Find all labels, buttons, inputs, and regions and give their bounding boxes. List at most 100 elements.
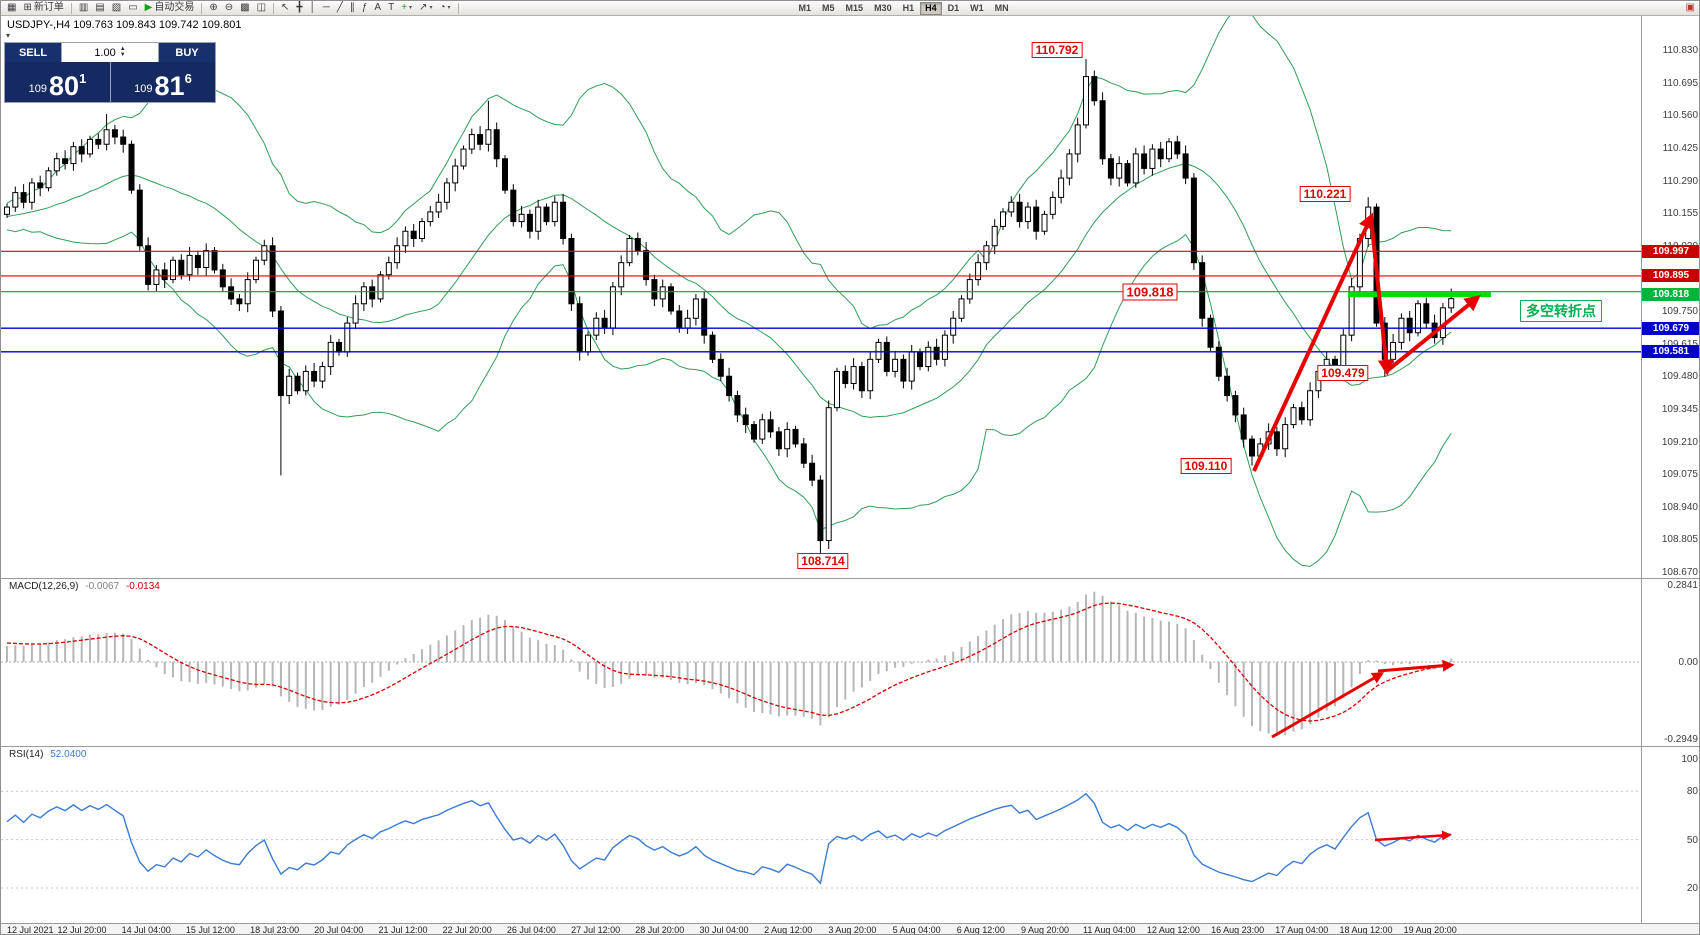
trendline-icon: ╱ — [336, 2, 343, 13]
crosshair-icon[interactable]: ╋ — [293, 2, 305, 15]
symbol-name: USDJPY-,H4 — [7, 19, 71, 31]
volume-stepper-icon[interactable]: ▲ ▼ — [119, 46, 126, 58]
price-axis-separator — [1641, 16, 1642, 923]
zoom-out-icon: ⊖ — [224, 2, 234, 13]
sell-price-pips: 80 — [49, 71, 80, 102]
arrows-icon[interactable]: ↗ ▾ — [416, 2, 435, 15]
time-axis-label: 16 Aug 23:00 — [1211, 925, 1265, 935]
fibonacci-icon[interactable]: ƒ — [359, 2, 371, 15]
new-chart-icon[interactable]: ▦ — [4, 2, 19, 15]
time-axis[interactable]: 12 Jul 2021 12 Jul 20:00 14 Jul 04:00 15 Ju… — [1, 924, 1699, 935]
drawn-annotations[interactable] — [1252, 212, 1491, 842]
zoom-in-icon[interactable]: ⊕ — [206, 2, 220, 15]
timeframe-m1[interactable]: M1 — [798, 3, 812, 13]
main-toolbar: ▦ ⊞ 新订单 ▥ ▤ ▧ ▭ ▶ 自动交易 ⊕ ⊖ ▩ ◫ ↖ ╋ │ ─ ╱ ∥ ƒ A T + ▾ ↗ ▾ ◔ ▾ M1 M5 M15… — [1, 1, 1699, 16]
timeframe-m15[interactable]: M15 — [845, 3, 864, 13]
navigator-icon: ▧ — [111, 2, 122, 13]
price-annotation[interactable]: 108.714 — [797, 553, 849, 569]
zoom-out-icon[interactable]: ⊖ — [222, 2, 236, 15]
time-axis-label: 2 Aug 12:00 — [764, 925, 813, 935]
macd-indicator-label: MACD(12,26,9) -0.0067 -0.0134 — [9, 581, 160, 592]
timeframe-m30[interactable]: M30 — [874, 3, 892, 13]
vertical-line-icon[interactable]: │ — [306, 2, 318, 15]
price-annotation[interactable]: 109.479 — [1317, 365, 1369, 381]
trend-arrow — [1377, 659, 1455, 673]
sell-button[interactable]: SELL — [5, 43, 61, 62]
time-axis-separator — [1, 923, 1699, 924]
price-annotation[interactable]: 109.110 — [1180, 458, 1232, 474]
tile-windows-icon[interactable]: ▩ — [237, 2, 252, 15]
time-axis-label: 26 Jul 04:00 — [506, 925, 556, 935]
macd-name: MACD(12,26,9) — [9, 581, 79, 592]
price-annotation[interactable]: 110.221 — [1299, 186, 1351, 202]
buy-price-pips: 81 — [154, 71, 185, 102]
cascade-windows-icon: ◫ — [256, 2, 267, 13]
text-icon[interactable]: A — [371, 2, 384, 15]
cycles-icon[interactable]: ◔ ▾ — [436, 2, 453, 15]
shapes-icon: + — [401, 2, 408, 13]
rsi-panel-separator[interactable] — [1, 746, 1699, 747]
timeframe-mn[interactable]: MN — [994, 3, 1009, 13]
dropdown-caret-icon: ▾ — [447, 5, 451, 11]
timeframe-h4[interactable]: H4 — [920, 1, 942, 15]
toolbar-separator — [457, 2, 459, 14]
buy-price-figure: 109 — [134, 83, 153, 95]
cycles-icon: ◔ — [439, 2, 446, 13]
tile-windows-icon: ▩ — [240, 2, 250, 13]
rsi-value: 52.0400 — [50, 749, 87, 760]
macd-plot — [6, 591, 1453, 736]
label-icon[interactable]: T — [385, 2, 397, 15]
autotrading-button[interactable]: ▶ 自动交易 — [142, 2, 198, 15]
volume-input[interactable]: 1.00 ▲ ▼ — [61, 43, 159, 62]
timeframe-h1[interactable]: H1 — [902, 3, 915, 13]
ohlc-values: 109.763 109.843 109.742 109.801 — [73, 19, 242, 31]
dropdown-caret-icon: ▾ — [429, 5, 433, 11]
cursor-icon: ↖ — [281, 2, 290, 13]
price-annotation[interactable]: 110.792 — [1031, 42, 1083, 58]
arrows-icon: ↗ — [419, 2, 428, 13]
timeframe-d1[interactable]: D1 — [947, 3, 960, 13]
time-axis-label: 20 Jul 04:00 — [314, 925, 364, 935]
buy-button[interactable]: BUY — [159, 43, 215, 62]
one-click-trading-panel: SELL 1.00 ▲ ▼ BUY 109 80 1 109 81 6 — [4, 42, 216, 103]
dropdown-caret-icon: ▾ — [409, 5, 413, 11]
macd-panel-separator[interactable] — [1, 578, 1699, 579]
time-axis-label: 30 Jul 04:00 — [699, 925, 749, 935]
shapes-icon[interactable]: + ▾ — [398, 2, 415, 15]
autotrading-button-label: 自动交易 — [154, 2, 195, 13]
timeframe-w1[interactable]: W1 — [970, 3, 984, 13]
rsi-indicator-label: RSI(14) 52.0400 — [9, 749, 86, 760]
trend-arrow — [1369, 216, 1394, 376]
sell-price[interactable]: 109 80 1 — [5, 62, 110, 102]
trend-arrow — [1374, 830, 1452, 842]
price-annotation[interactable]: 109.818 — [1122, 283, 1178, 301]
toolbar-corner-icon[interactable]: ▣ — [1685, 2, 1695, 13]
crosshair-icon: ╋ — [296, 2, 303, 13]
market-watch-icon[interactable]: ▥ — [76, 2, 91, 15]
time-axis-label: 6 Aug 12:00 — [956, 925, 1005, 935]
buy-price-point: 6 — [184, 71, 192, 86]
time-axis-label: 28 Jul 20:00 — [635, 925, 685, 935]
horizontal-level-lines[interactable] — [1, 250, 1641, 353]
fibonacci-icon: ƒ — [361, 2, 368, 13]
one-click-collapse-icon[interactable]: ▾ — [6, 31, 11, 40]
note-annotation[interactable]: 多空转折点 — [1520, 300, 1602, 322]
channel-icon[interactable]: ∥ — [347, 2, 358, 15]
time-axis-label: 5 Aug 04:00 — [892, 925, 941, 935]
terminal-icon[interactable]: ▭ — [125, 2, 140, 15]
data-window-icon[interactable]: ▤ — [92, 2, 107, 15]
trendline-icon[interactable]: ╱ — [334, 2, 346, 15]
cursor-icon[interactable]: ↖ — [278, 2, 292, 15]
navigator-icon[interactable]: ▧ — [109, 2, 124, 15]
cascade-windows-icon[interactable]: ◫ — [254, 2, 269, 15]
new-order-button[interactable]: ⊞ 新订单 — [20, 2, 66, 15]
horizontal-line-icon[interactable]: ─ — [320, 2, 333, 15]
time-axis-label: 3 Aug 20:00 — [828, 925, 877, 935]
timeframe-m5[interactable]: M5 — [822, 3, 835, 13]
macd-value-main: -0.0067 — [85, 581, 120, 592]
buy-price[interactable]: 109 81 6 — [110, 62, 215, 102]
toolbar-separator — [70, 2, 72, 14]
